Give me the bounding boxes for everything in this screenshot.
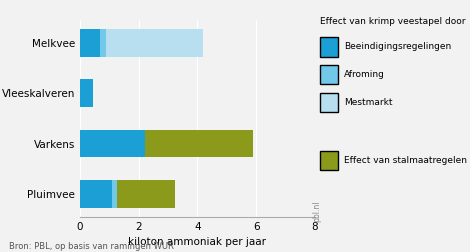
FancyBboxPatch shape: [320, 65, 337, 84]
Bar: [80, 79, 93, 107]
Bar: [101, 29, 106, 57]
Text: Afroming: Afroming: [344, 70, 384, 79]
Bar: [112, 180, 117, 208]
Bar: [117, 180, 175, 208]
FancyBboxPatch shape: [320, 151, 337, 170]
Bar: [80, 180, 112, 208]
FancyBboxPatch shape: [320, 93, 337, 112]
Text: Effect van stalmaatregelen: Effect van stalmaatregelen: [344, 156, 467, 165]
Text: Bron: PBL, op basis van ramingen WUR: Bron: PBL, op basis van ramingen WUR: [9, 242, 174, 251]
Bar: [106, 29, 203, 57]
FancyBboxPatch shape: [320, 37, 337, 56]
Text: Effect van krimp veestapel door: Effect van krimp veestapel door: [320, 17, 465, 26]
Text: Mestmarkt: Mestmarkt: [344, 98, 392, 107]
Text: Beeindigingsregelingen: Beeindigingsregelingen: [344, 42, 451, 51]
X-axis label: kiloton ammoniak per jaar: kiloton ammoniak per jaar: [128, 237, 266, 247]
Bar: [80, 29, 101, 57]
Bar: [80, 130, 145, 158]
Bar: [145, 130, 253, 158]
Text: pbl.nl: pbl.nl: [313, 200, 321, 222]
